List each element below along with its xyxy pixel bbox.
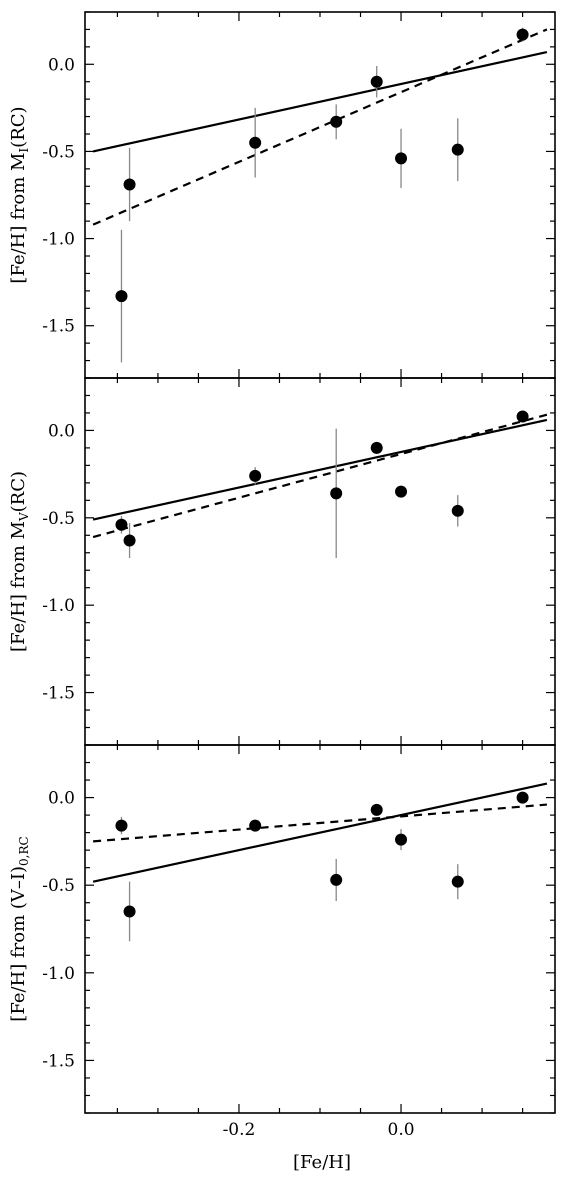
fit-line-solid	[92, 418, 548, 521]
y-tick-label: 0.0	[48, 421, 75, 441]
data-point	[249, 469, 262, 482]
data-point	[115, 819, 128, 832]
panel-1: 0.0 -0.5 -1.0 -1.5 [Fe/H] from MI(RC)	[8, 11, 556, 379]
data-point	[370, 803, 383, 816]
data-point	[516, 410, 529, 423]
data-point	[123, 905, 136, 918]
y-axis-title: [Fe/H] from (V–I)0,RC	[8, 836, 31, 1021]
data-point	[330, 487, 343, 500]
fit-line-solid	[92, 51, 548, 153]
plot-frame	[84, 11, 556, 379]
fit-line-solid	[92, 782, 548, 883]
x-axis-title: [Fe/H]	[293, 1152, 351, 1173]
x-tick-label: -0.2	[223, 1120, 256, 1140]
y-tick-label: 0.0	[48, 55, 75, 75]
y-tick-label: -1.0	[42, 964, 75, 984]
y-tick-label: -1.5	[42, 1051, 75, 1071]
fit-line-dashed	[93, 803, 547, 843]
data-point	[516, 28, 529, 41]
data-point	[330, 115, 343, 128]
y-tick-label: -0.5	[42, 509, 75, 529]
y-tick-label: -1.0	[42, 596, 75, 616]
data-point	[451, 143, 464, 156]
y-tick-label: -1.0	[42, 230, 75, 250]
panel-2: 0.0 -0.5 -1.0 -1.5 [Fe/H] from MV(RC)	[8, 377, 556, 746]
panel-3: 0.0 -0.5 -1.0 -1.5 -0.2 0.0 [Fe/H] from (V–I)0…	[8, 744, 556, 1140]
x-tick-label: 0.0	[388, 1120, 415, 1140]
data-point	[395, 152, 408, 165]
y-tick-label: -1.5	[42, 684, 75, 704]
y-tick-label: -1.5	[42, 317, 75, 337]
data-point	[249, 136, 262, 149]
data-point	[123, 178, 136, 191]
data-point	[115, 518, 128, 531]
data-point	[516, 791, 529, 804]
data-point	[123, 534, 136, 547]
data-point	[370, 441, 383, 454]
data-point	[330, 873, 343, 886]
data-point	[395, 485, 408, 498]
data-point	[115, 290, 128, 303]
y-tick-label: -0.5	[42, 142, 75, 162]
y-axis-title: [Fe/H] from MV(RC)	[8, 471, 31, 652]
data-point	[451, 875, 464, 888]
data-point	[395, 833, 408, 846]
fit-line-dashed	[92, 28, 548, 226]
data-point	[451, 504, 464, 517]
data-point	[370, 75, 383, 88]
panels: 0.0 -0.5 -1.0 -1.5 [Fe/H] from MI(RC) 0.0 -0.5…	[8, 11, 556, 1140]
y-axis-title: [Fe/H] from MI(RC)	[8, 106, 31, 283]
fit-line-dashed	[92, 413, 548, 539]
plot-frame	[84, 744, 556, 1114]
y-tick-label: 0.0	[48, 789, 75, 809]
data-point	[249, 819, 262, 832]
y-tick-label: -0.5	[42, 876, 75, 896]
